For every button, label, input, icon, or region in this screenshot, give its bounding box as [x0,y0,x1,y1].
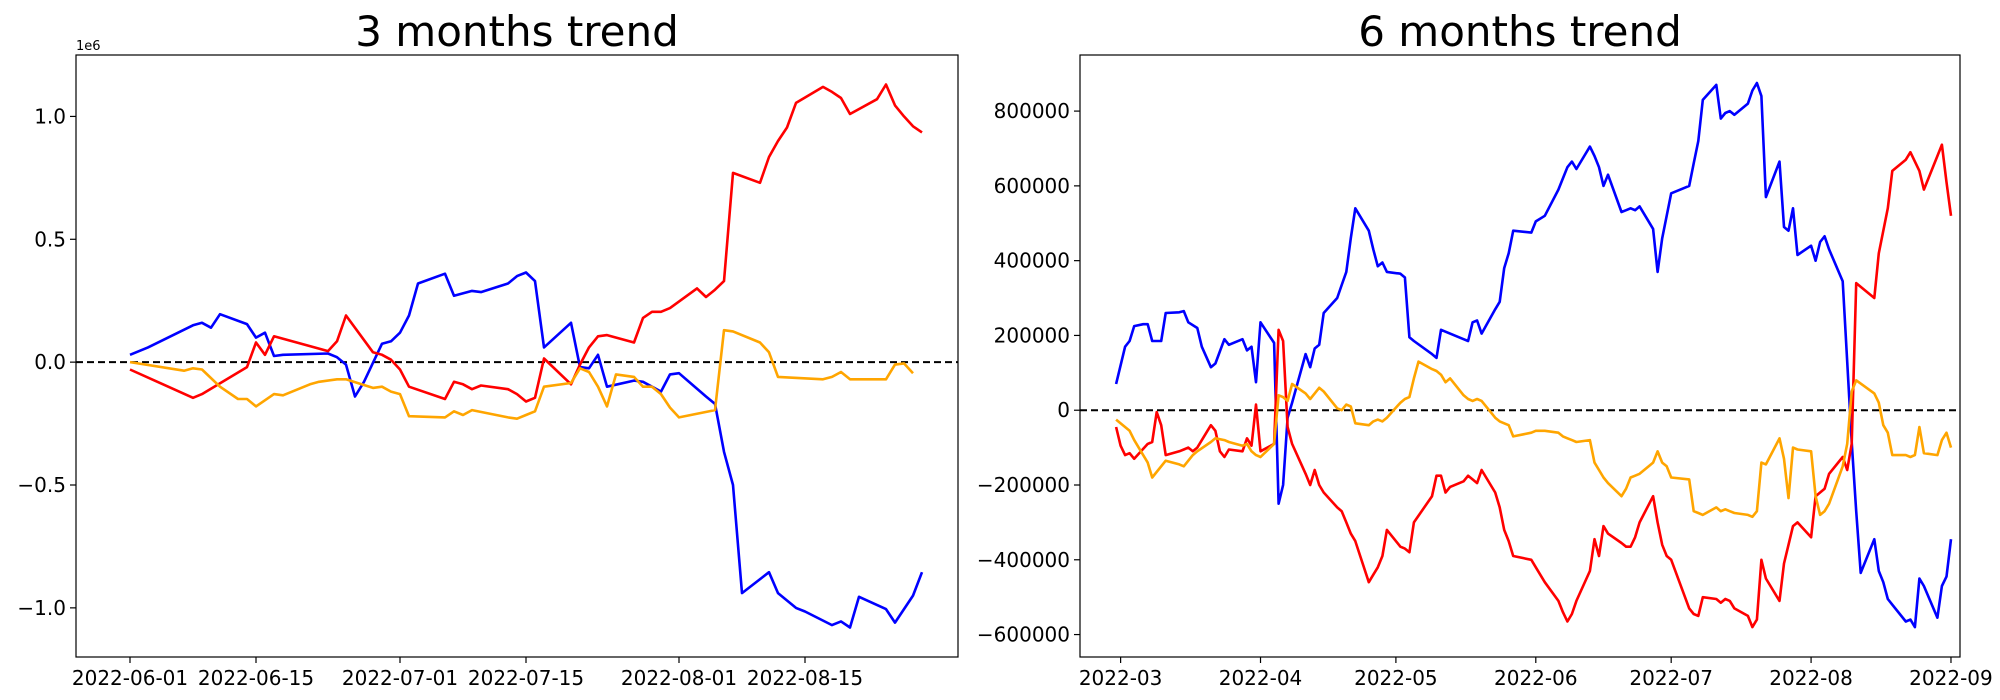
y-tick-label: 800000 [994,99,1070,123]
y-tick-label: 0.0 [34,350,66,374]
x-tick-label: 2022-07-01 [342,666,458,690]
y-tick-label: −200000 [977,473,1070,497]
x-tick-label: 2022-07 [1629,666,1713,690]
y-tick-label: 200000 [994,323,1070,347]
y-tick-label: 1.0 [34,104,66,128]
x-tick-label: 2022-08-01 [621,666,737,690]
x-tick-label: 2022-08-15 [747,666,863,690]
series-line-2 [129,328,914,421]
series-line-0 [1114,81,1953,629]
x-tick-label: 2022-05 [1354,666,1438,690]
chart-6-months-trend: 6 months trend 2022-03 2022-04 2022-05 2022… [977,7,1993,690]
x-tick-label: 2022-08 [1769,666,1853,690]
chart-3-months-trend: 3 months trend 1e6 2022-06-01 2022-06-15 2… [17,7,959,690]
chart-title: 3 months trend [355,7,679,56]
series-line-2 [1115,360,1953,519]
series-line-0 [129,271,924,629]
y-tick-label: 600000 [994,174,1070,198]
y-tick-label: −1.0 [17,596,66,620]
x-tick-label: 2022-04 [1219,666,1303,690]
y-tick-label: −600000 [977,623,1070,647]
x-tick-label: 2022-06-01 [72,666,188,690]
axes-frame [1079,54,1961,658]
plot-area-3-months: 2022-06-01 2022-06-15 2022-07-01 2022-07-15… [17,54,959,690]
x-tick-label: 2022-07-15 [468,666,584,690]
y-tick-label: 400000 [994,249,1070,273]
chart-title: 6 months trend [1358,7,1682,56]
x-tick-label: 2022-06 [1494,666,1578,690]
series-line-1 [1114,143,1953,629]
y-tick-label: 0.5 [34,227,66,251]
y-tick-label: −0.5 [17,473,66,497]
axes-frame [75,54,959,658]
y-axis-offset-label: 1e6 [76,39,101,54]
y-tick-label: −400000 [977,548,1070,572]
series-line-1 [129,83,923,403]
x-tick-label: 2022-03 [1079,666,1163,690]
plot-area-6-months: 2022-03 2022-04 2022-05 2022-06 2022-07 2022-… [977,54,1993,690]
y-tick-label: 0 [1057,398,1070,422]
x-tick-label: 2022-06-15 [198,666,314,690]
x-tick-label: 2022-09 [1909,666,1993,690]
